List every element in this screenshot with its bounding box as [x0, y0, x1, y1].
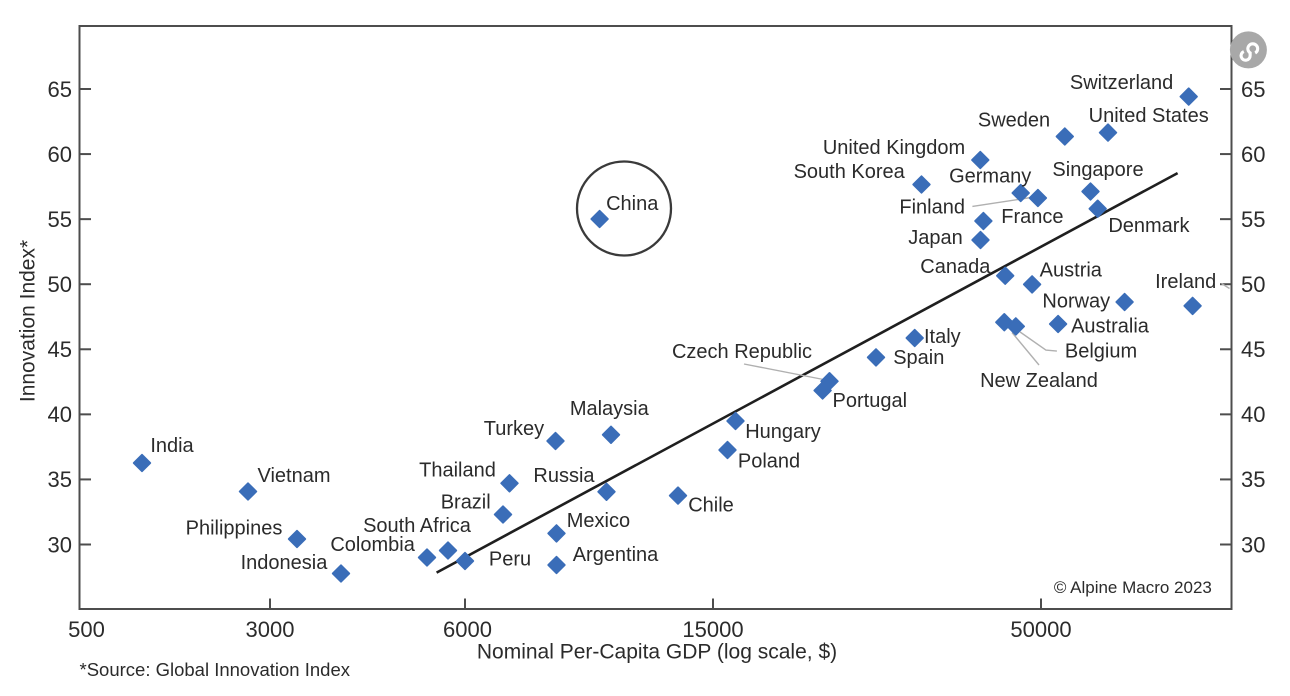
svg-text:Belgium: Belgium — [1065, 341, 1137, 363]
svg-text:Czech Republic: Czech Republic — [672, 341, 812, 363]
svg-text:Norway: Norway — [1042, 290, 1110, 312]
svg-text:55: 55 — [48, 207, 72, 232]
svg-text:Austria: Austria — [1040, 260, 1103, 282]
svg-text:Hungary: Hungary — [745, 421, 821, 443]
svg-text:65: 65 — [48, 77, 72, 102]
svg-text:Ireland: Ireland — [1155, 271, 1216, 293]
svg-text:Japan: Japan — [908, 227, 963, 249]
svg-text:Canada: Canada — [920, 256, 991, 278]
svg-text:3000: 3000 — [246, 617, 295, 642]
svg-text:Russia: Russia — [533, 465, 595, 487]
svg-text:© Alpine Macro 2023: © Alpine Macro 2023 — [1054, 578, 1212, 597]
svg-text:Australia: Australia — [1071, 315, 1150, 337]
svg-text:Sweden: Sweden — [978, 110, 1050, 132]
svg-text:55: 55 — [1241, 207, 1265, 232]
svg-text:60: 60 — [48, 142, 72, 167]
svg-text:Brazil: Brazil — [441, 492, 491, 514]
svg-text:50000: 50000 — [1010, 617, 1071, 642]
svg-text:500: 500 — [68, 617, 105, 642]
svg-text:France: France — [1001, 206, 1063, 228]
svg-text:Turkey: Turkey — [484, 418, 544, 440]
svg-text:50: 50 — [48, 272, 72, 297]
svg-text:Innovation Index*: Innovation Index* — [17, 240, 40, 402]
svg-text:New Zealand: New Zealand — [980, 370, 1098, 392]
svg-text:Thailand: Thailand — [419, 460, 496, 482]
svg-text:30: 30 — [1241, 532, 1265, 557]
svg-text:Indonesia: Indonesia — [241, 552, 329, 574]
svg-text:*Source: Global Innovation Ind: *Source: Global Innovation Index — [80, 659, 351, 680]
svg-text:30: 30 — [48, 532, 72, 557]
svg-text:Nominal Per-Capita GDP (log sc: Nominal Per-Capita GDP (log scale, $) — [477, 641, 837, 664]
svg-text:Portugal: Portugal — [833, 390, 908, 412]
svg-text:Poland: Poland — [738, 451, 800, 473]
svg-text:Peru: Peru — [489, 549, 531, 571]
svg-text:Finland: Finland — [899, 197, 965, 219]
svg-text:35: 35 — [1241, 467, 1265, 492]
svg-text:South Africa: South Africa — [363, 515, 472, 537]
svg-text:Italy: Italy — [924, 326, 961, 348]
svg-text:Singapore: Singapore — [1052, 159, 1143, 181]
svg-text:6000: 6000 — [443, 617, 492, 642]
svg-text:45: 45 — [48, 337, 72, 362]
svg-text:India: India — [150, 435, 194, 457]
svg-text:Colombia: Colombia — [330, 534, 415, 556]
svg-text:Philippines: Philippines — [186, 518, 283, 540]
svg-text:35: 35 — [48, 467, 72, 492]
svg-text:15000: 15000 — [682, 617, 743, 642]
svg-text:45: 45 — [1241, 337, 1265, 362]
svg-text:China: China — [606, 193, 659, 215]
svg-text:South Korea: South Korea — [794, 161, 906, 183]
svg-text:40: 40 — [48, 402, 72, 427]
svg-text:Spain: Spain — [893, 347, 944, 369]
svg-text:Vietnam: Vietnam — [257, 465, 330, 487]
svg-text:Argentina: Argentina — [573, 544, 659, 566]
svg-text:Switzerland: Switzerland — [1070, 72, 1173, 94]
svg-text:Mexico: Mexico — [567, 510, 630, 532]
svg-text:60: 60 — [1241, 142, 1265, 167]
svg-text:Chile: Chile — [688, 495, 734, 517]
svg-text:Denmark: Denmark — [1108, 215, 1190, 237]
svg-text:65: 65 — [1241, 77, 1265, 102]
svg-text:United Kingdom: United Kingdom — [823, 137, 965, 159]
svg-text:United States: United States — [1089, 105, 1209, 127]
svg-text:40: 40 — [1241, 402, 1265, 427]
svg-text:Malaysia: Malaysia — [570, 398, 650, 420]
svg-text:Germany: Germany — [949, 166, 1031, 188]
svg-text:50: 50 — [1241, 272, 1265, 297]
